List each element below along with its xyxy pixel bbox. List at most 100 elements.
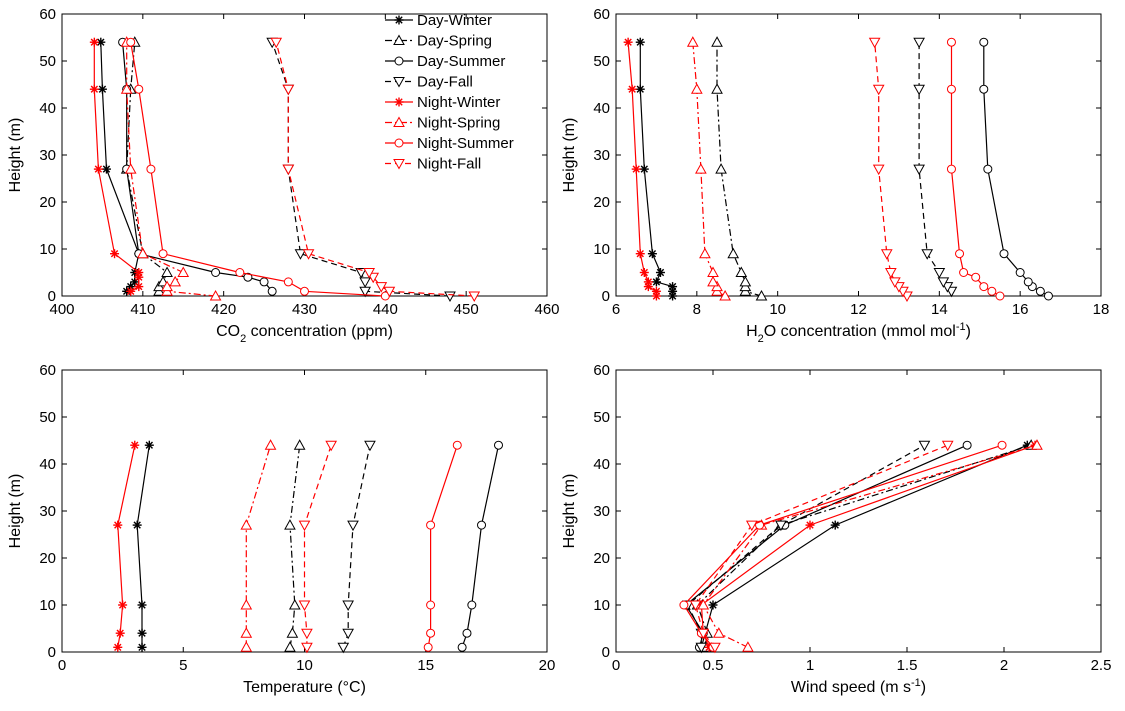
data-point-day-spring <box>711 83 723 94</box>
data-point-day-summer <box>1035 286 1045 296</box>
series-night-spring <box>240 439 277 652</box>
data-point-night-fall <box>270 37 283 49</box>
data-point-day-fall <box>913 164 925 176</box>
data-point-day-summer <box>467 600 477 610</box>
data-point-night-winter <box>113 642 123 652</box>
data-point-day-winter <box>668 282 678 292</box>
data-point-night-winter <box>639 268 649 277</box>
data-point-day-fall <box>342 600 354 612</box>
x-tick-label: 18 <box>1093 301 1110 318</box>
data-point-night-spring <box>124 163 137 174</box>
series-day-spring <box>691 439 1038 652</box>
y-tick-label: 60 <box>593 6 610 23</box>
series-night-summer <box>423 440 462 652</box>
legend-label: Night-Spring <box>417 115 500 132</box>
x-tick-label: 2.5 <box>1091 657 1112 674</box>
y-tick-label: 0 <box>48 644 56 661</box>
data-point-night-summer <box>946 164 956 174</box>
data-point-night-fall <box>302 249 315 260</box>
data-point-night-winter <box>623 37 633 47</box>
y-tick-label: 20 <box>593 550 610 567</box>
series-day-fall <box>337 440 376 654</box>
x-axis-label: Temperature (°C) <box>243 679 366 696</box>
data-point-day-fall <box>695 642 708 654</box>
series-line-night-winter <box>700 444 1036 648</box>
data-point-night-summer <box>946 37 956 47</box>
x-tick-label: 0.5 <box>703 657 724 674</box>
legend-entry-night-winter: Night-Winter <box>385 94 500 111</box>
y-tick-label: 30 <box>39 147 56 164</box>
data-point-night-winter <box>93 164 103 174</box>
y-tick-label: 30 <box>39 503 56 520</box>
legend-entry-day-winter: Day-Winter <box>385 12 492 29</box>
data-point-night-winter <box>115 628 125 638</box>
data-point-night-winter <box>118 600 128 610</box>
series-day-fall <box>913 37 958 298</box>
data-point-night-winter <box>130 440 140 450</box>
x-tick-label: 12 <box>850 301 867 318</box>
data-point-day-spring <box>739 275 752 287</box>
data-point-day-winter <box>830 520 840 530</box>
x-tick-label: 450 <box>454 301 479 318</box>
x-tick-label: 410 <box>130 301 155 318</box>
series-line-day-fall <box>687 444 925 648</box>
data-point-day-winter <box>132 520 142 530</box>
legend-label: Day-Summer <box>417 53 505 70</box>
data-point-night-spring <box>169 275 182 287</box>
legend-marker <box>394 97 404 107</box>
series-night-spring <box>686 36 731 301</box>
x-tick-label: 0 <box>612 657 620 674</box>
x-tick-label: 0 <box>58 657 66 674</box>
data-point-day-summer <box>211 268 221 277</box>
y-tick-label: 10 <box>593 597 610 614</box>
data-point-day-winter <box>137 600 147 610</box>
data-point-day-spring <box>293 439 306 450</box>
data-point-night-fall <box>868 37 881 49</box>
data-point-night-fall <box>941 440 954 452</box>
data-point-day-spring <box>735 266 748 277</box>
data-point-day-winter <box>101 164 111 174</box>
data-point-day-fall <box>913 37 925 49</box>
x-axis-label: Wind speed (m s-1) <box>791 677 926 696</box>
y-tick-label: 60 <box>593 362 610 379</box>
x-axis-label: CO2 concentration (ppm) <box>216 323 393 345</box>
legend-label: Day-Fall <box>417 74 473 91</box>
data-point-day-winter <box>144 440 154 450</box>
x-tick-label: 440 <box>373 301 398 318</box>
y-tick-label: 40 <box>39 100 56 117</box>
data-point-day-fall <box>913 84 925 96</box>
x-tick-label: 1.5 <box>897 657 918 674</box>
data-point-day-winter <box>97 84 107 94</box>
x-tick-label: 6 <box>612 301 620 318</box>
data-point-night-winter <box>627 84 637 94</box>
data-point-night-summer <box>995 291 1005 301</box>
y-tick-label: 50 <box>39 53 56 70</box>
data-point-night-spring <box>120 83 133 94</box>
series-night-winter <box>696 440 1040 652</box>
data-point-night-summer <box>146 164 156 174</box>
data-point-night-fall <box>325 440 338 452</box>
y-tick-label: 0 <box>602 644 610 661</box>
data-point-day-fall <box>347 520 359 532</box>
data-point-day-fall <box>294 249 307 260</box>
legend-entry-day-summer: Day-Summer <box>385 53 505 70</box>
x-tick-label: 1 <box>806 657 814 674</box>
x-tick-label: 5 <box>179 657 187 674</box>
data-point-night-fall <box>363 268 376 279</box>
data-point-day-fall <box>359 277 371 288</box>
data-point-day-winter <box>639 164 649 174</box>
data-point-day-spring <box>727 247 740 259</box>
series-line-day-fall <box>342 445 371 648</box>
data-point-night-summer <box>426 628 436 638</box>
data-point-night-spring <box>712 627 725 638</box>
data-point-day-winter <box>708 600 718 610</box>
data-point-day-summer <box>1015 268 1025 277</box>
data-point-day-spring <box>286 627 299 638</box>
legend-marker <box>393 34 405 45</box>
legend-label: Day-Spring <box>417 33 492 50</box>
x-tick-label: 14 <box>931 301 948 318</box>
legend-marker <box>393 77 405 88</box>
data-point-day-fall <box>355 268 367 279</box>
data-point-night-summer <box>959 268 969 277</box>
